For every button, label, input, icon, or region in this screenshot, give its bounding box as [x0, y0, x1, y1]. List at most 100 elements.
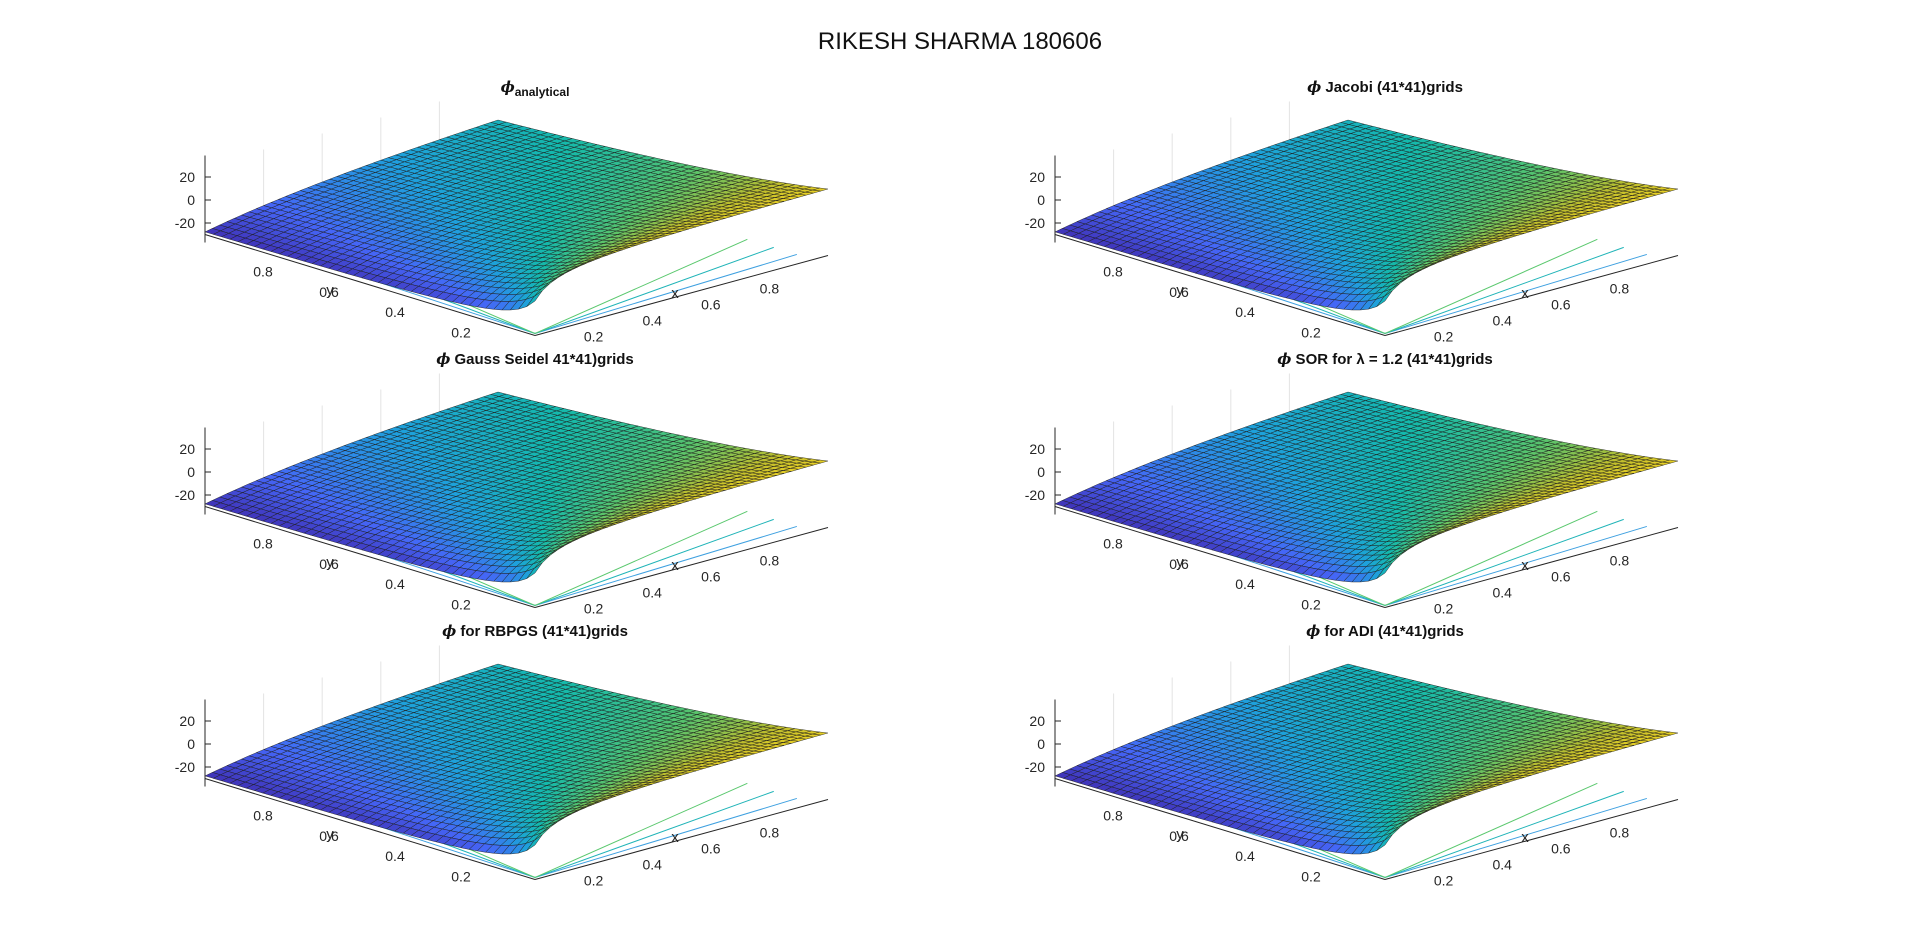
y-axis-line — [1054, 506, 1386, 608]
surface-mesh — [204, 391, 828, 583]
y-axis-label: y — [326, 282, 334, 299]
title-text: SOR for λ = 1.2 (41*41)grids — [1291, 351, 1492, 368]
y-tick-label: 0.8 — [1103, 536, 1123, 552]
y-tick-label: 0.6 — [1169, 284, 1189, 300]
y-tick-label: 0.4 — [385, 576, 405, 592]
x-tick-label: 0.6 — [1551, 569, 1571, 585]
phi-symbol: ϕ — [1307, 78, 1321, 96]
surface-plot-2: ϕ Jacobi (41*41)grids 20 0 -20 0.8 0.6 0.4 0.2 0… — [1025, 78, 1679, 345]
phi-symbol: ϕ — [436, 350, 450, 368]
surface-mesh — [1054, 663, 1678, 855]
x-tick-label: 0.4 — [642, 857, 662, 873]
z-tick-label: -20 — [175, 215, 195, 231]
y-tick-label: 0.8 — [1103, 808, 1123, 824]
surface-mesh — [204, 119, 828, 311]
x-tick-label: 0.4 — [1492, 585, 1512, 601]
x-tick-label: 0.2 — [584, 329, 604, 345]
surface-plot-3: ϕ Gauss Seidel 41*41)grids 20 0 -20 0.8 0.6 0.… — [175, 350, 829, 617]
x-tick-label: 0.8 — [760, 281, 780, 297]
x-tick-label: 0.4 — [1492, 857, 1512, 873]
x-axis-line — [1384, 255, 1679, 336]
y-tick-label: 0.6 — [319, 284, 339, 300]
x-tick-label: 0.8 — [760, 553, 780, 569]
y-tick-label: 0.2 — [451, 596, 471, 612]
x-tick-label: 0.6 — [701, 841, 721, 857]
title-text: for RBPGS (41*41)grids — [456, 623, 628, 640]
x-axis-label: x — [1521, 829, 1529, 846]
y-tick-label: 0.2 — [1301, 324, 1321, 340]
x-axis-line — [1384, 799, 1679, 880]
x-tick-label: 0.2 — [1434, 329, 1454, 345]
x-tick-label: 0.6 — [1551, 297, 1571, 313]
surface-mesh — [1054, 391, 1678, 583]
z-tick-label: -20 — [175, 759, 195, 775]
z-tick-label: 0 — [1037, 192, 1045, 208]
y-axis-line — [204, 506, 536, 608]
subplot-title: ϕ for RBPGS (41*41)grids — [442, 622, 628, 640]
y-tick-label: 0.8 — [1103, 264, 1123, 280]
surface-mesh — [1054, 119, 1678, 311]
x-axis-label: x — [671, 829, 679, 846]
phi-symbol: ϕ — [1306, 622, 1320, 640]
x-tick-label: 0.4 — [642, 313, 662, 329]
figure-title: RIKESH SHARMA 180606 — [817, 28, 1103, 55]
y-axis-label: y — [326, 826, 334, 843]
subplot-title: ϕanalytical — [501, 78, 570, 99]
z-tick-label: 20 — [179, 441, 195, 457]
title-text: Gauss Seidel 41*41)grids — [450, 351, 633, 368]
z-tick-label: 20 — [179, 713, 195, 729]
y-tick-label: 0.2 — [451, 868, 471, 884]
x-tick-label: 0.4 — [1492, 313, 1512, 329]
x-tick-label: 0.6 — [701, 297, 721, 313]
surface-plot-6: ϕ for ADI (41*41)grids 20 0 -20 0.8 0.6 0.4 0.2… — [1025, 622, 1679, 889]
y-tick-label: 0.2 — [1301, 596, 1321, 612]
x-axis-label: x — [1521, 285, 1529, 302]
x-tick-label: 0.4 — [642, 585, 662, 601]
x-tick-label: 0.2 — [584, 601, 604, 617]
subplot-title: ϕ Gauss Seidel 41*41)grids — [436, 350, 634, 368]
z-tick-label: 20 — [1029, 441, 1045, 457]
y-tick-label: 0.6 — [1169, 828, 1189, 844]
y-axis-label: y — [1176, 826, 1184, 843]
z-tick-label: 20 — [1029, 169, 1045, 185]
z-tick-label: -20 — [1025, 487, 1045, 503]
y-tick-label: 0.4 — [385, 304, 405, 320]
x-axis-line — [534, 527, 829, 608]
y-tick-label: 0.4 — [1235, 848, 1255, 864]
y-tick-label: 0.8 — [253, 536, 273, 552]
x-tick-label: 0.8 — [1610, 553, 1630, 569]
y-tick-label: 0.6 — [319, 556, 339, 572]
y-axis-line — [204, 778, 536, 880]
y-axis-line — [1054, 234, 1386, 336]
subplot-title: ϕ SOR for λ = 1.2 (41*41)grids — [1277, 350, 1492, 368]
x-tick-label: 0.2 — [1434, 873, 1454, 889]
y-tick-label: 0.8 — [253, 808, 273, 824]
z-tick-label: -20 — [1025, 759, 1045, 775]
x-tick-label: 0.2 — [1434, 601, 1454, 617]
surface-plot-4: ϕ SOR for λ = 1.2 (41*41)grids 20 0 -20 0.8 0… — [1025, 350, 1679, 617]
y-tick-label: 0.4 — [385, 848, 405, 864]
title-text: for ADI (41*41)grids — [1320, 623, 1464, 640]
y-axis-label: y — [326, 554, 334, 571]
surface-plot-1: ϕanalytical 20 0 -20 0.8 0.6 0.4 0.2 0.2 0.4 0.6 0.… — [175, 78, 829, 345]
y-axis-line — [1054, 778, 1386, 880]
y-axis-label: y — [1176, 282, 1184, 299]
x-axis-line — [534, 799, 829, 880]
phi-symbol: ϕ — [501, 78, 515, 96]
y-tick-label: 0.2 — [1301, 868, 1321, 884]
y-tick-label: 0.6 — [1169, 556, 1189, 572]
z-tick-label: 0 — [187, 736, 195, 752]
x-axis-label: x — [671, 557, 679, 574]
z-tick-label: 0 — [187, 192, 195, 208]
y-tick-label: 0.4 — [1235, 304, 1255, 320]
phi-symbol: ϕ — [442, 622, 456, 640]
z-tick-label: -20 — [175, 487, 195, 503]
z-tick-label: 20 — [1029, 713, 1045, 729]
y-axis-line — [204, 234, 536, 336]
z-tick-label: 0 — [1037, 736, 1045, 752]
x-axis-label: x — [1521, 557, 1529, 574]
title-text: Jacobi (41*41)grids — [1321, 79, 1463, 96]
x-tick-label: 0.8 — [760, 825, 780, 841]
x-axis-line — [534, 255, 829, 336]
subplot-title: ϕ for ADI (41*41)grids — [1306, 622, 1464, 640]
